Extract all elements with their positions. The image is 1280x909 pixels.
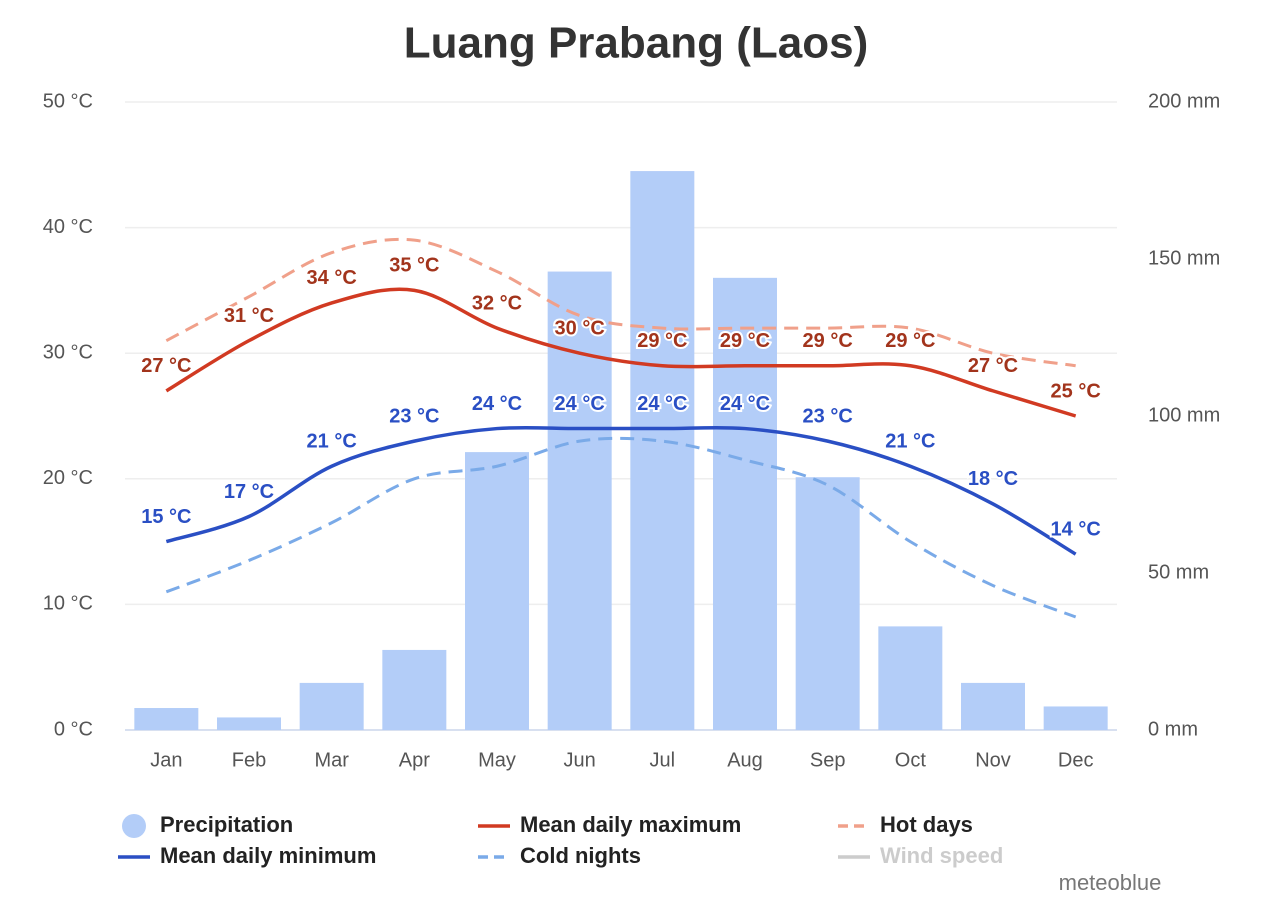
y2-tick-label: 150 mm	[1148, 247, 1220, 269]
bar	[1043, 706, 1108, 730]
data-label: 24 °C	[472, 393, 522, 415]
line	[165, 237, 1076, 368]
data-label: 18 °C	[968, 468, 1018, 490]
bar	[382, 649, 447, 730]
data-label: 32 °C	[472, 292, 522, 314]
grid	[125, 101, 1117, 731]
x-tick-label: Mar	[314, 749, 349, 771]
legend-label[interactable]: Mean daily minimum	[160, 843, 376, 868]
x-tick-label: Aug	[727, 749, 763, 771]
data-label: 21 °C	[885, 431, 935, 453]
data-label: 27 °C	[141, 355, 191, 377]
y2-tick-label: 100 mm	[1148, 404, 1220, 426]
x-tick-label: Nov	[975, 749, 1011, 771]
bar	[134, 708, 199, 730]
legend-label[interactable]: Cold nights	[520, 843, 641, 868]
data-label: 15 °C	[141, 506, 191, 528]
labels: 27 °C 31 °C 34 °C 35 °C 32 °C 30 °C 29 °C 29 °C…	[139, 253, 1103, 543]
x-tick-label: Jun	[564, 749, 596, 771]
data-label: 30 °C	[555, 317, 605, 339]
bar	[961, 682, 1025, 730]
data-label: 29 °C	[803, 330, 853, 352]
data-label: 25 °C	[1051, 380, 1101, 402]
data-label: 24 °C	[720, 393, 770, 415]
y-tick-label: 0 °C	[54, 718, 93, 740]
chart-title: Luang Prabang (Laos)	[404, 19, 868, 68]
data-label: 23 °C	[389, 405, 439, 427]
y2-tick-label: 50 mm	[1148, 561, 1209, 583]
y2-tick-label: 0 mm	[1148, 718, 1198, 740]
bar	[547, 271, 612, 730]
legend-label[interactable]: Wind speed	[880, 843, 1003, 868]
line	[165, 287, 1077, 418]
data-label: 35 °C	[389, 255, 439, 277]
line	[165, 425, 1077, 556]
data-label: 29 °C	[885, 330, 935, 352]
data-label: 27 °C	[968, 355, 1018, 377]
data-label: 14 °C	[1051, 518, 1101, 540]
y2-tick-label: 200 mm	[1148, 90, 1220, 112]
x-tick-label: Apr	[399, 749, 430, 771]
data-label: 23 °C	[803, 405, 853, 427]
y-tick-label: 30 °C	[43, 341, 93, 363]
legend-label[interactable]: Hot days	[880, 812, 973, 837]
bar	[465, 452, 529, 730]
y-tick-label: 40 °C	[43, 216, 93, 238]
credit[interactable]: meteoblue	[1059, 870, 1162, 895]
x-tick-label: May	[478, 749, 516, 771]
data-label: 34 °C	[307, 267, 357, 289]
y-tick-label: 20 °C	[43, 467, 93, 489]
x-tick-label: Dec	[1058, 749, 1094, 771]
data-label: 29 °C	[637, 330, 687, 352]
x-tick-label: Jul	[650, 749, 676, 771]
legend-symbol	[122, 814, 146, 838]
y-tick-label: 50 °C	[43, 90, 93, 112]
line	[165, 436, 1077, 619]
bar	[299, 682, 364, 730]
data-label: 21 °C	[307, 431, 357, 453]
data-label: 29 °C	[720, 330, 770, 352]
x-tick-label: Feb	[232, 749, 266, 771]
x-tick-label: Sep	[810, 749, 846, 771]
y-tick-label: 10 °C	[43, 593, 93, 615]
legend-label[interactable]: Precipitation	[160, 812, 293, 837]
bar	[878, 626, 943, 730]
data-label: 24 °C	[555, 393, 605, 415]
data-label: 24 °C	[637, 393, 687, 415]
bar	[217, 717, 281, 730]
x-tick-label: Oct	[895, 749, 927, 771]
bars	[134, 171, 1108, 730]
x-tick-label: Jan	[150, 749, 182, 771]
bar	[713, 277, 777, 730]
lines	[165, 237, 1077, 619]
data-label: 31 °C	[224, 305, 274, 327]
bar	[795, 477, 860, 730]
bar	[630, 171, 695, 730]
legend-label[interactable]: Mean daily maximum	[520, 812, 741, 837]
data-label: 17 °C	[224, 481, 274, 503]
